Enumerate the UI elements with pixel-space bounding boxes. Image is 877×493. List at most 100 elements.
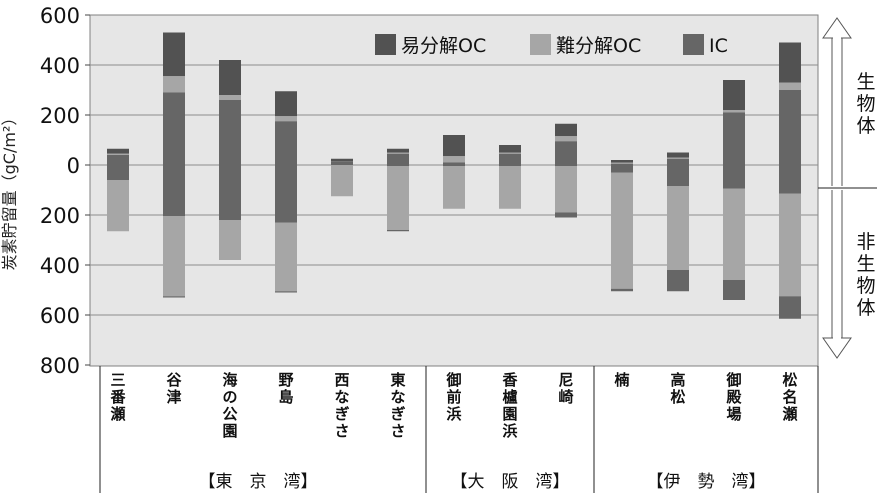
bar-stack [611,160,633,292]
bar-segment-refractory [163,216,185,297]
legend-label-labile: 易分解OC [401,35,486,57]
bar-segment-labile [667,152,689,158]
bar-segment-refractory [611,172,633,289]
category-label: 尼崎 [558,371,573,406]
legend-swatch-refractory [530,34,551,55]
bar-segment-ic [275,291,297,293]
bar-segment-ic [723,280,745,300]
legend-label-ic: IC [709,35,728,57]
bar-segment-refractory [779,82,801,90]
bar-segment-labile [107,148,129,154]
bar-stack [219,60,241,260]
bar-segment-ic [555,212,577,218]
y-axis-ticks: 600 400 200 0 200 400 600 800 [40,4,90,378]
bar-segment-ic [499,153,521,167]
bar-segment-ic [723,112,745,189]
bar-stack [387,148,409,232]
bar-segment-ic [555,141,577,167]
bar-segment-refractory [107,153,129,155]
bar-segment-labile [611,160,633,163]
bar-segment-refractory [611,162,633,164]
bar-segment-ic [163,296,185,298]
bar-segment-ic [667,270,689,292]
category-label: 西なぎさ [334,371,349,440]
x-axis-labels: 三番瀬 谷津 海の公園 野島 西なぎさ 東なぎさ 御前浜 香櫨園浜 尼崎 楠 高松 御殿場 松名瀬 [109,371,797,440]
up-arrow-icon [822,17,852,186]
y-tick-label: 400 [40,54,80,78]
bar-segment-refractory [555,166,577,213]
bar-segment-refractory [275,116,297,122]
bar-stack [667,152,689,292]
bar-segment-labile [723,80,745,110]
bar-segment-ic [443,162,465,167]
bar-stack [443,135,465,209]
y-tick-label: 0 [67,154,80,178]
bar-segment-labile [555,123,577,137]
bar-segment-ic [387,230,409,232]
bar-segment-labile [331,158,353,162]
category-label: 谷津 [166,371,182,406]
bar-segment-refractory [499,152,521,154]
category-label: 御前浜 [445,371,461,423]
category-label: 野島 [278,371,293,406]
bar-segment-refractory [723,110,745,113]
category-label: 楠 [614,371,629,389]
bar-segment-refractory [443,156,465,163]
bar-segment-refractory [219,220,241,260]
bar-stack [163,32,185,298]
category-label: 香櫨園浜 [502,371,517,440]
bar-segment-refractory [499,166,521,209]
category-label: 三番瀬 [109,371,126,423]
bar-segment-ic [219,100,241,220]
bar-segment-ic [387,153,409,167]
y-tick-label: 600 [40,304,80,328]
bar-segment-labile [163,32,185,77]
bar-segment-labile [275,91,297,117]
bar-stack [555,123,577,218]
legend-swatch-labile [375,34,396,55]
right-side-indicator: 生物体 非生物体 [818,17,877,359]
category-label: 松名瀬 [782,371,797,423]
group-label: 【伊 勢 湾】 [647,472,766,492]
label-non-living: 非生物体 [856,231,875,319]
category-label: 御殿場 [725,371,742,423]
y-tick-label: 400 [40,254,80,278]
category-label: 海の公園 [222,371,237,440]
bar-segment-refractory [723,188,745,280]
bar-segment-refractory [555,136,577,142]
bar-stack [107,148,129,232]
gridlines [90,64,818,316]
bar-segment-ic [163,92,185,217]
bar-segment-refractory [779,193,801,297]
bar-segment-refractory [219,95,241,100]
bar-segment-ic [779,296,801,319]
group-label: 【大 阪 湾】 [451,472,570,492]
region-groups: 【東 京 湾】 【大 阪 湾】 【伊 勢 湾】 [99,366,819,493]
bar-segment-labile [219,60,241,95]
side-label-text: 非生物体 [856,231,875,319]
y-tick-label: 600 [40,4,80,28]
bar-segment-refractory [331,165,353,197]
bar-stacks [107,32,801,319]
category-label: 東なぎさ [390,371,405,440]
legend-swatch-ic [683,34,704,55]
side-label-text: 生物体 [856,71,875,137]
y-axis-label: 炭素貯留量（gC/m²） [0,110,19,271]
bar-segment-ic [779,90,801,194]
bar-segment-labile [387,148,409,153]
category-label: 高松 [670,371,685,406]
legend: 易分解OC 難分解OC IC [375,34,728,57]
bar-segment-ic [611,163,633,173]
label-living-organisms: 生物体 [856,71,875,137]
bar-stack [723,80,745,300]
bar-segment-refractory [275,222,297,292]
bar-segment-labile [499,145,521,153]
bar-segment-refractory [387,152,409,154]
bar-segment-ic [107,155,129,180]
bar-segment-ic [667,158,689,187]
bar-segment-refractory [667,186,689,270]
legend-label-refractory: 難分解OC [556,35,641,57]
bar-stack [275,91,297,293]
bar-segment-refractory [667,157,689,159]
